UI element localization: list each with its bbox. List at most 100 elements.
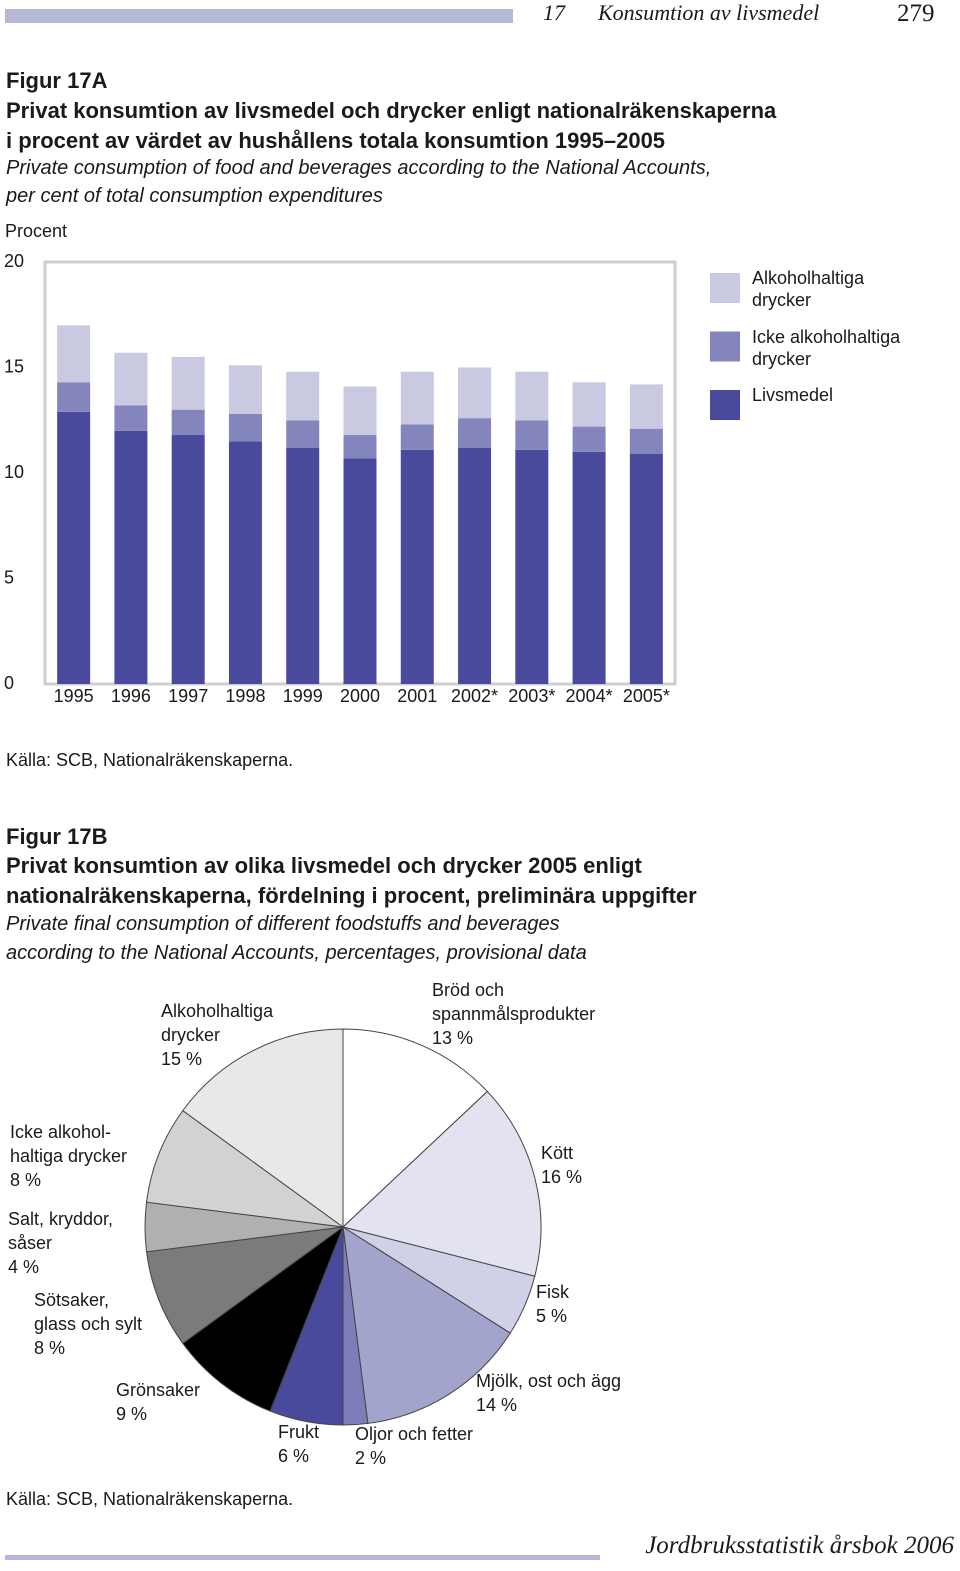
bar-segment (171, 356, 205, 410)
pie-label: Fisk 5 % (536, 1280, 569, 1328)
x-tick-label: 1999 (283, 686, 323, 706)
figure-label: Figur 17A (6, 68, 108, 93)
pie-category: Alkoholhaltiga drycker (161, 1001, 274, 1045)
pie-category: Fisk (536, 1282, 569, 1302)
bar-segment (114, 352, 148, 406)
chart-subtitle: Private final consumption of different f… (6, 913, 587, 964)
x-tick-label: 2002* (451, 686, 498, 706)
pie-value-label: 16 % (541, 1167, 583, 1187)
legend-swatch (710, 390, 740, 420)
x-tick-label: 2001 (397, 686, 437, 706)
pie-category: Grönsaker (116, 1380, 201, 1400)
pie-label: Alkoholhaltiga drycker 15 % (161, 999, 273, 1071)
bar-segment (286, 371, 320, 421)
x-tick-label: 1995 (54, 686, 94, 706)
bar-segment (343, 458, 377, 684)
y-tick-label: 10 (4, 462, 24, 482)
pie-category: Bröd och spannmålsprodukter (432, 980, 596, 1024)
bar-segment (458, 418, 492, 448)
bar-segment (515, 420, 549, 450)
source: Källa: SCB, Nationalräkenskaperna. (6, 750, 294, 770)
figure-label: Figur 17B (6, 824, 108, 849)
bar-segment (228, 441, 262, 684)
pie-label: Frukt 6 % (278, 1420, 319, 1468)
pie-value-label: 14 % (476, 1395, 518, 1415)
bar-segment (171, 435, 205, 684)
x-tick-label: 2003* (508, 686, 555, 706)
pie-label: Mjölk, ost och ägg 14 % (476, 1369, 621, 1417)
pie-value-label: 6 % (278, 1446, 310, 1466)
pie-value-label: 5 % (536, 1306, 568, 1326)
bar-segment (286, 420, 320, 448)
x-tick-label: 2000 (340, 686, 380, 706)
bar-segment (228, 413, 262, 442)
pie-slice (146, 1226, 344, 1345)
bar-segment (343, 386, 377, 436)
bar-segment (400, 371, 434, 425)
pie-label: Icke alkohol- haltiga drycker 8 % (10, 1120, 127, 1192)
footer: Jordbruksstatistik årsbok 2006 (645, 1532, 954, 1559)
pie-value-label: 2 % (355, 1448, 387, 1468)
bar-segment (629, 454, 663, 684)
pie-category: Salt, kryddor, såser (8, 1209, 114, 1253)
pie-category: Oljor och fetter (355, 1424, 474, 1444)
bar-segment (114, 430, 148, 684)
pie-slice (182, 1225, 345, 1412)
bar-segment (57, 411, 91, 684)
legend-swatch (710, 331, 740, 362)
y-tick-label: 0 (4, 673, 14, 693)
pie-value-label: 8 % (10, 1170, 42, 1190)
pie-value-label: 9 % (116, 1404, 148, 1424)
bar-segment (629, 384, 663, 429)
bar-segment (400, 449, 434, 684)
bar-segment (228, 365, 262, 414)
bar-segment (57, 325, 91, 383)
pie-category: Sötsaker, glass och sylt (34, 1290, 143, 1334)
pie-slice (342, 1028, 489, 1229)
y-tick-label: 5 (4, 567, 14, 587)
pie-value-label: 13 % (432, 1028, 474, 1048)
pie-label: Grönsaker 9 % (116, 1378, 200, 1426)
y-tick-label: 15 (4, 356, 24, 376)
x-tick-label: 1996 (111, 686, 151, 706)
bar-segment (515, 371, 549, 421)
chart-title: Privat konsumtion av livsmedel och dryck… (6, 98, 777, 153)
chart-subtitle: Private consumption of food and beverage… (6, 157, 712, 207)
legend-label: Alkoholhaltiga drycker (752, 268, 865, 310)
pie-category: Mjölk, ost och ägg (476, 1371, 622, 1391)
bar-segment (572, 382, 606, 427)
pie-label: Bröd och spannmålsprodukter 13 % (432, 978, 595, 1050)
pie-label: Oljor och fetter 2 % (355, 1422, 473, 1470)
y-axis-label: Procent (5, 221, 68, 241)
chapter: 17 (543, 0, 565, 25)
bar-segment (57, 382, 91, 412)
x-tick-label: 1998 (225, 686, 265, 706)
x-tick-label: 2004* (566, 686, 613, 706)
bar-segment (286, 447, 320, 684)
header-bar (5, 9, 513, 23)
pie-category: Frukt (278, 1422, 320, 1442)
bar-segment (629, 428, 663, 455)
pie-slice (342, 1226, 511, 1424)
pie-label: Salt, kryddor, såser 4 % (8, 1207, 113, 1279)
section: Konsumtion av livsmedel (598, 0, 820, 25)
bar-segment (400, 424, 434, 450)
bar-segment (458, 447, 492, 684)
footer-bar (5, 1555, 600, 1560)
pie-slice (341, 1090, 542, 1277)
bar-segment (458, 367, 492, 419)
pie-slice (182, 1028, 344, 1228)
bar-segment (572, 451, 606, 684)
chart-title: Privat konsumtion av olika livsmedel och… (6, 853, 697, 908)
pie-label: Sötsaker, glass och sylt 8 % (34, 1288, 142, 1360)
bar-segment (515, 449, 549, 684)
bar-segment (114, 405, 148, 431)
pie-value-label: 8 % (34, 1338, 66, 1358)
pie-category: Icke alkohol- haltiga drycker (10, 1122, 128, 1166)
pie-value-label: 4 % (8, 1257, 40, 1277)
bar-segment (572, 426, 606, 452)
pie-label: Kött 16 % (541, 1141, 582, 1189)
y-tick-label: 20 (4, 251, 24, 271)
